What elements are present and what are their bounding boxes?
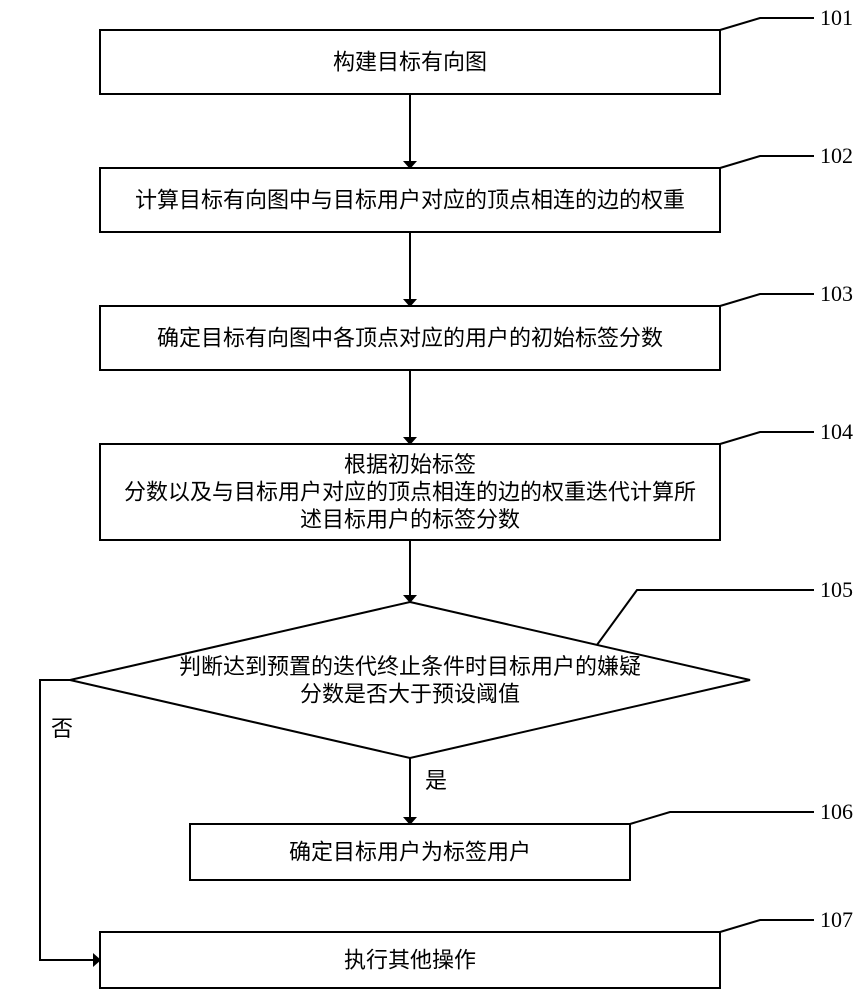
flow-node-n105: 判断达到预置的迭代终止条件时目标用户的嫌疑分数是否大于预设阈值 105 [70, 577, 853, 758]
edge-label: 是 [425, 768, 447, 793]
node-text: 构建目标有向图 [333, 50, 487, 75]
flow-node-n104: 根据初始标签分数以及与目标用户对应的顶点相连的边的权重迭代计算所述目标用户的标签… [100, 419, 853, 540]
flow-edge: 是 [410, 758, 447, 824]
leader-line [720, 18, 814, 30]
node-text: 根据初始标签 [344, 452, 476, 477]
node-text: 分数是否大于预设阈值 [300, 681, 520, 706]
flow-node-n101: 构建目标有向图 101 [100, 5, 853, 94]
ref-label: 107 [820, 907, 853, 932]
ref-label: 106 [820, 799, 853, 824]
leader-line [597, 590, 814, 645]
leader-line [720, 920, 814, 932]
node-text: 计算目标有向图中与目标用户对应的顶点相连的边的权重 [135, 188, 685, 213]
ref-label: 101 [820, 5, 853, 30]
ref-label: 103 [820, 281, 853, 306]
leader-line [720, 294, 814, 306]
flowchart: 构建目标有向图 101 计算目标有向图中与目标用户对应的顶点相连的边的权重 102 确定… [0, 0, 853, 1000]
node-text: 述目标用户的标签分数 [300, 507, 520, 532]
flow-node-n106: 确定目标用户为标签用户 106 [190, 799, 853, 880]
leader-line [720, 432, 814, 444]
node-text: 判断达到预置的迭代终止条件时目标用户的嫌疑 [179, 654, 641, 679]
ref-label: 102 [820, 143, 853, 168]
node-text: 确定目标有向图中各顶点对应的用户的初始标签分数 [157, 326, 663, 351]
leader-line [720, 156, 814, 168]
leader-line [630, 812, 814, 824]
edge-label: 否 [51, 716, 73, 741]
ref-label: 104 [820, 419, 853, 444]
node-text: 确定目标用户为标签用户 [289, 840, 531, 865]
node-text: 执行其他操作 [344, 948, 476, 973]
flow-node-n107: 执行其他操作 107 [100, 907, 853, 988]
flow-edge: 否 [40, 680, 100, 960]
flow-node-n102: 计算目标有向图中与目标用户对应的顶点相连的边的权重 102 [100, 143, 853, 232]
node-text: 分数以及与目标用户对应的顶点相连的边的权重迭代计算所 [124, 480, 696, 505]
flow-node-n103: 确定目标有向图中各顶点对应的用户的初始标签分数 103 [100, 281, 853, 370]
ref-label: 105 [820, 577, 853, 602]
